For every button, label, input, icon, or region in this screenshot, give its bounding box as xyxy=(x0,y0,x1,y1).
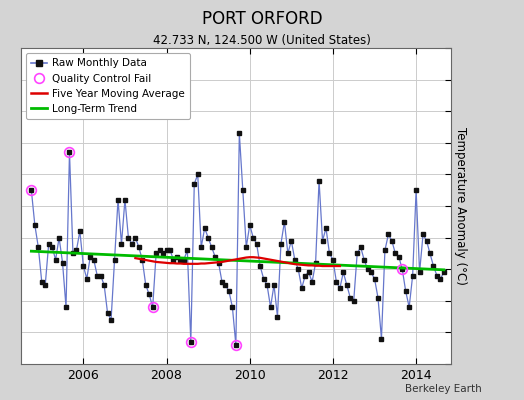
Text: PORT ORFORD: PORT ORFORD xyxy=(202,10,322,28)
Text: Berkeley Earth: Berkeley Earth xyxy=(406,384,482,394)
Text: 42.733 N, 124.500 W (United States): 42.733 N, 124.500 W (United States) xyxy=(153,34,371,47)
Y-axis label: Temperature Anomaly (°C): Temperature Anomaly (°C) xyxy=(454,127,467,285)
Legend: Raw Monthly Data, Quality Control Fail, Five Year Moving Average, Long-Term Tren: Raw Monthly Data, Quality Control Fail, … xyxy=(26,53,190,119)
